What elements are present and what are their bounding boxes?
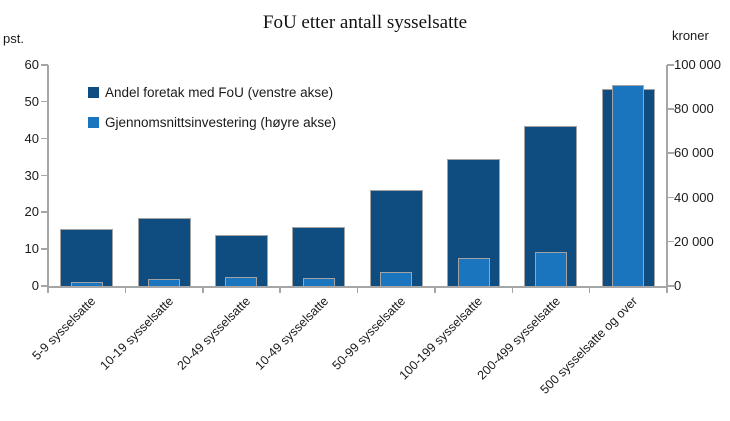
- left-axis-tick: [41, 174, 48, 176]
- left-axis-tick: [41, 285, 48, 287]
- bar-andel-foretak: [369, 190, 423, 286]
- legend-label: Andel foretak med FoU (venstre akse): [105, 85, 334, 100]
- left-axis-tick-label: 60: [24, 57, 39, 72]
- right-axis-tick-label: 40 000: [674, 189, 714, 205]
- bar-gjennomsnittsinvestering: [148, 279, 181, 286]
- right-axis-tick-label: 60 000: [674, 145, 714, 161]
- bar-andel-foretak: [60, 229, 114, 286]
- right-axis-tick-label: 100 000: [674, 57, 721, 72]
- bar-gjennomsnittsinvestering: [380, 271, 413, 286]
- bar-gjennomsnittsinvestering: [302, 278, 335, 286]
- bar-gjennomsnittsinvestering: [70, 282, 103, 286]
- legend-color-swatch: [88, 87, 99, 98]
- bar-gjennomsnittsinvestering: [225, 276, 258, 286]
- bar-gjennomsnittsinvestering: [612, 84, 645, 286]
- x-axis-tick: [434, 286, 436, 293]
- right-axis-tick-label: 80 000: [674, 101, 714, 117]
- bar-gjennomsnittsinvestering: [457, 258, 490, 286]
- category-label: 200-499 sysselsatte: [474, 294, 563, 383]
- left-axis-tick: [41, 64, 48, 66]
- x-axis-tick: [47, 286, 49, 293]
- x-axis-tick: [202, 286, 204, 293]
- legend-color-swatch: [88, 117, 99, 128]
- x-axis-tick: [511, 286, 513, 293]
- left-axis-tick: [41, 100, 48, 103]
- right-axis-tick: [667, 152, 674, 154]
- left-axis-tick-label: 20: [24, 204, 39, 220]
- category-label: 20-49 sysselsatte: [174, 294, 254, 373]
- right-axis-tick: [667, 285, 674, 287]
- legend-item: Andel foretak med FoU (venstre akse): [88, 85, 333, 100]
- x-axis-tick: [124, 286, 127, 293]
- right-y-axis-line: [666, 65, 668, 288]
- bar-andel-foretak: [137, 217, 191, 286]
- left-axis-tick-label: 40: [24, 130, 39, 146]
- legend-item: Gjennomsnittsinvestering (høyre akse): [88, 115, 336, 130]
- category-label: 100-199 sysselsatte: [396, 294, 486, 383]
- category-label: 5-9 sysselsatte: [29, 294, 99, 363]
- right-axis-tick-label: 20 000: [674, 233, 714, 249]
- left-axis-tick: [41, 248, 48, 250]
- x-axis-tick: [279, 286, 281, 293]
- right-axis-tick-label: 0: [674, 278, 682, 293]
- left-axis-tick-label: 0: [31, 278, 39, 293]
- chart-title: FoU etter antall sysselsatte: [262, 12, 468, 33]
- right-axis-unit-label: kroner: [672, 28, 709, 43]
- left-axis-tick: [41, 137, 48, 140]
- left-y-axis-line: [47, 65, 49, 288]
- bar-andel-foretak: [292, 226, 346, 286]
- right-axis-tick: [667, 64, 674, 66]
- left-axis-unit-label: pst.: [3, 31, 24, 46]
- category-label: 10-49 sysselsatte: [252, 294, 331, 373]
- left-axis-tick-label: 30: [24, 167, 39, 183]
- category-label: 50-99 sysselsatte: [329, 294, 409, 373]
- x-axis-tick: [666, 286, 668, 293]
- legend-label: Gjennomsnittsinvestering (høyre akse): [105, 115, 337, 130]
- bar-gjennomsnittsinvestering: [534, 251, 567, 286]
- right-axis-tick: [667, 108, 674, 110]
- category-label: 10-19 sysselsatte: [97, 294, 176, 373]
- left-axis-tick-label: 50: [24, 93, 39, 109]
- left-axis-tick-label: 10: [24, 241, 39, 257]
- right-axis-tick: [667, 240, 674, 243]
- x-axis-tick: [356, 286, 359, 293]
- left-axis-tick: [41, 211, 48, 213]
- x-axis-tick: [588, 286, 591, 293]
- right-axis-tick: [667, 196, 674, 199]
